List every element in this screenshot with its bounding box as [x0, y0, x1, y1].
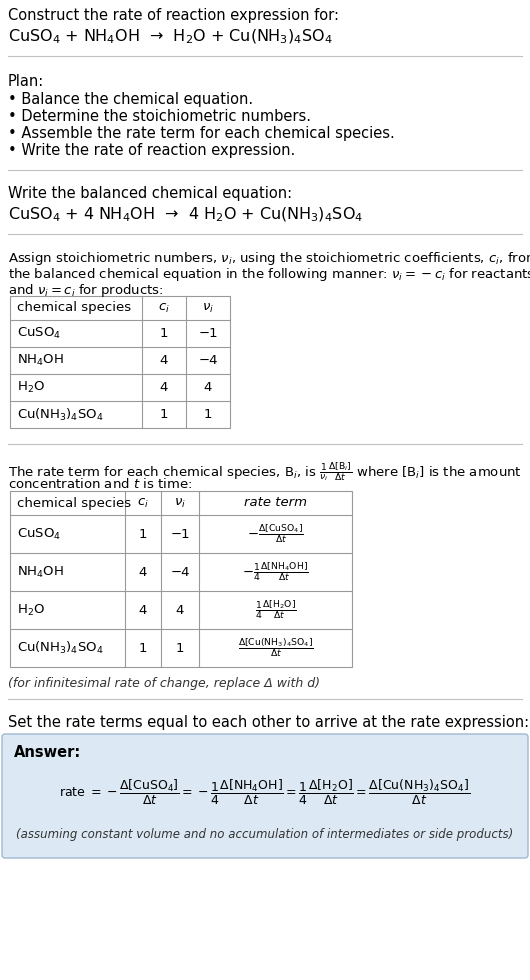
Text: NH$_4$OH: NH$_4$OH [17, 564, 64, 579]
Text: $c_i$: $c_i$ [137, 497, 149, 510]
Text: The rate term for each chemical species, B$_i$, is $\frac{1}{\nu_i}\frac{\Delta[: The rate term for each chemical species,… [8, 460, 522, 483]
Text: 1: 1 [176, 642, 184, 655]
Text: $\nu_i$: $\nu_i$ [174, 497, 186, 510]
Text: rate $= -\dfrac{\Delta[\mathrm{CuSO_4}]}{\Delta t} = -\dfrac{1}{4}\dfrac{\Delta[: rate $= -\dfrac{\Delta[\mathrm{CuSO_4}]}… [59, 777, 471, 807]
Text: Plan:: Plan: [8, 74, 44, 89]
Text: Set the rate terms equal to each other to arrive at the rate expression:: Set the rate terms equal to each other t… [8, 715, 529, 730]
Text: H$_2$O: H$_2$O [17, 603, 45, 617]
Text: • Balance the chemical equation.: • Balance the chemical equation. [8, 92, 253, 107]
Text: −1: −1 [198, 327, 218, 340]
Text: −4: −4 [170, 565, 190, 578]
Bar [10, 491, 352, 667]
Text: chemical species: chemical species [17, 497, 131, 510]
Text: 4: 4 [160, 354, 168, 367]
Text: the balanced chemical equation in the following manner: $\nu_i = -c_i$ for react: the balanced chemical equation in the fo… [8, 266, 530, 283]
Text: 1: 1 [160, 408, 168, 421]
Text: (for infinitesimal rate of change, replace Δ with d): (for infinitesimal rate of change, repla… [8, 677, 320, 690]
Text: and $\nu_i = c_i$ for products:: and $\nu_i = c_i$ for products: [8, 282, 164, 299]
Text: chemical species: chemical species [17, 302, 131, 315]
Text: • Determine the stoichiometric numbers.: • Determine the stoichiometric numbers. [8, 109, 311, 124]
Text: H$_2$O: H$_2$O [17, 380, 45, 395]
Text: 4: 4 [160, 381, 168, 394]
Text: Cu(NH$_3$)$_4$SO$_4$: Cu(NH$_3$)$_4$SO$_4$ [17, 640, 103, 656]
Text: Construct the rate of reaction expression for:: Construct the rate of reaction expressio… [8, 8, 339, 23]
Text: 4: 4 [176, 604, 184, 616]
Text: • Assemble the rate term for each chemical species.: • Assemble the rate term for each chemic… [8, 126, 395, 141]
Text: $\frac{\Delta[\mathrm{Cu(NH_3)_4SO_4}]}{\Delta t}$: $\frac{\Delta[\mathrm{Cu(NH_3)_4SO_4}]}{… [237, 637, 313, 660]
FancyBboxPatch shape [2, 734, 528, 858]
Text: 4: 4 [139, 565, 147, 578]
Text: $-\frac{\Delta[\mathrm{CuSO_4}]}{\Delta t}$: $-\frac{\Delta[\mathrm{CuSO_4}]}{\Delta … [247, 522, 304, 546]
Text: 1: 1 [160, 327, 168, 340]
Text: rate term: rate term [244, 497, 307, 510]
Text: Assign stoichiometric numbers, $\nu_i$, using the stoichiometric coefficients, $: Assign stoichiometric numbers, $\nu_i$, … [8, 250, 530, 267]
Text: $c_i$: $c_i$ [158, 302, 170, 315]
Text: • Write the rate of reaction expression.: • Write the rate of reaction expression. [8, 143, 295, 158]
Text: Cu(NH$_3$)$_4$SO$_4$: Cu(NH$_3$)$_4$SO$_4$ [17, 407, 103, 422]
Text: 1: 1 [139, 642, 147, 655]
Text: NH$_4$OH: NH$_4$OH [17, 353, 64, 368]
Text: (assuming constant volume and no accumulation of intermediates or side products): (assuming constant volume and no accumul… [16, 828, 514, 841]
Bar [10, 296, 230, 428]
Text: −1: −1 [170, 527, 190, 541]
Text: 1: 1 [204, 408, 212, 421]
Text: CuSO$_4$: CuSO$_4$ [17, 326, 61, 341]
Text: concentration and $t$ is time:: concentration and $t$ is time: [8, 477, 192, 491]
Text: CuSO$_4$: CuSO$_4$ [17, 526, 61, 542]
Text: −4: −4 [198, 354, 218, 367]
Text: 4: 4 [139, 604, 147, 616]
Text: Answer:: Answer: [14, 745, 81, 760]
Text: $-\frac{1}{4}\frac{\Delta[\mathrm{NH_4OH}]}{\Delta t}$: $-\frac{1}{4}\frac{\Delta[\mathrm{NH_4OH… [242, 561, 309, 583]
Text: 1: 1 [139, 527, 147, 541]
Text: 4: 4 [204, 381, 212, 394]
Text: $\frac{1}{4}\frac{\Delta[\mathrm{H_2O}]}{\Delta t}$: $\frac{1}{4}\frac{\Delta[\mathrm{H_2O}]}… [254, 599, 296, 621]
Text: $\nu_i$: $\nu_i$ [202, 302, 214, 315]
Text: CuSO$_4$ + NH$_4$OH  →  H$_2$O + Cu(NH$_3$)$_4$SO$_4$: CuSO$_4$ + NH$_4$OH → H$_2$O + Cu(NH$_3$… [8, 28, 333, 46]
Text: Write the balanced chemical equation:: Write the balanced chemical equation: [8, 186, 292, 201]
Text: CuSO$_4$ + 4 NH$_4$OH  →  4 H$_2$O + Cu(NH$_3$)$_4$SO$_4$: CuSO$_4$ + 4 NH$_4$OH → 4 H$_2$O + Cu(NH… [8, 206, 364, 224]
